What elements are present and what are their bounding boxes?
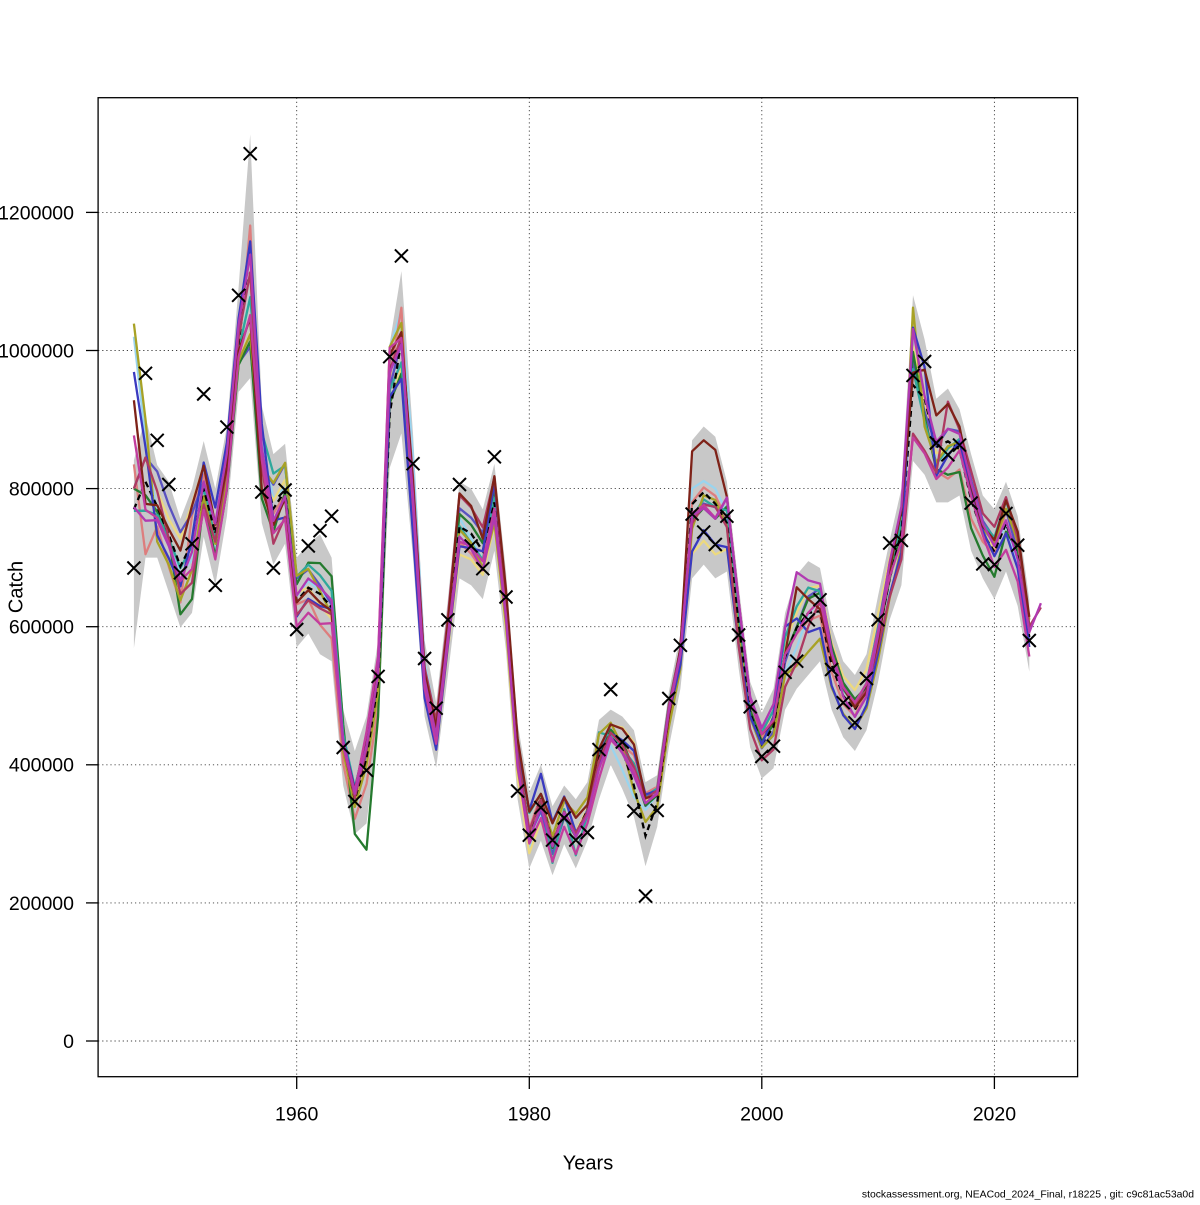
svg-text:2000: 2000 (740, 1104, 784, 1126)
svg-text:Years: Years (563, 1153, 613, 1175)
svg-text:800000: 800000 (9, 479, 74, 501)
svg-text:stockassessment.org, NEACod_20: stockassessment.org, NEACod_2024_Final, … (862, 1190, 1194, 1201)
svg-text:1200000: 1200000 (0, 202, 74, 224)
svg-text:200000: 200000 (9, 893, 74, 915)
svg-text:Catch: Catch (6, 561, 28, 613)
svg-text:400000: 400000 (9, 755, 74, 777)
svg-text:2020: 2020 (973, 1104, 1017, 1126)
svg-text:600000: 600000 (9, 617, 74, 639)
svg-text:0: 0 (63, 1031, 74, 1053)
svg-text:1980: 1980 (508, 1104, 552, 1126)
svg-text:1960: 1960 (275, 1104, 319, 1126)
svg-text:1000000: 1000000 (0, 340, 74, 362)
